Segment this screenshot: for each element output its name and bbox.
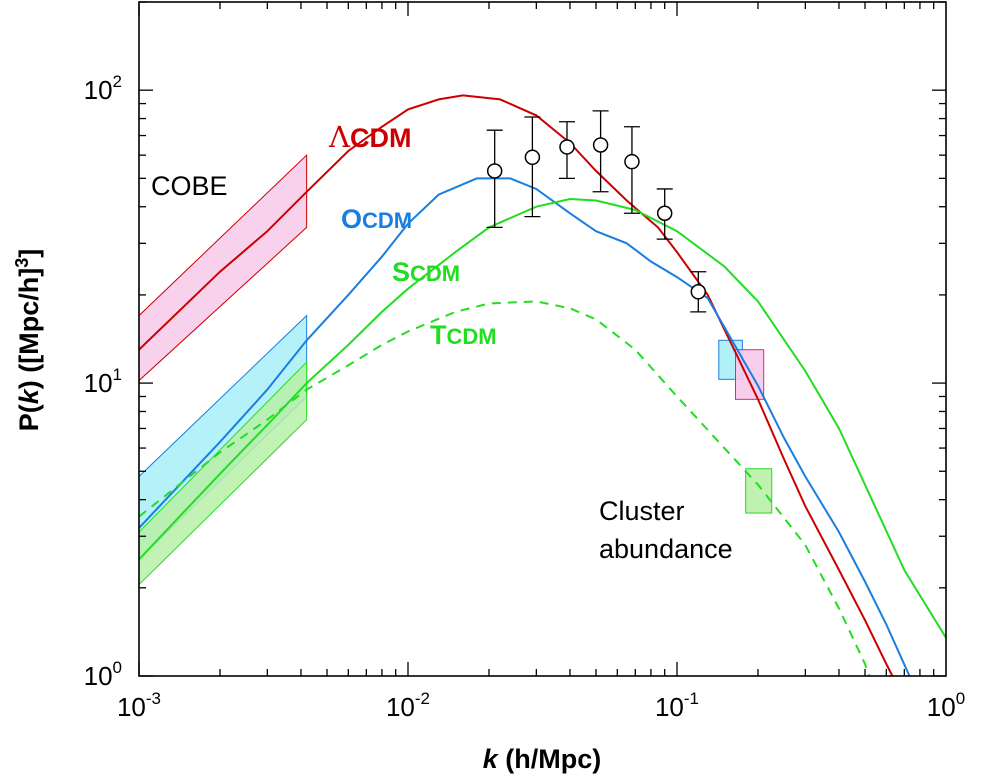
data-point-4: [624, 153, 640, 170]
data-point-6: [690, 284, 707, 300]
ocdm-suffix: CDM: [362, 208, 412, 233]
y-tick-label-base-1: 10: [84, 368, 113, 398]
y-tick-label-0: 100: [84, 658, 122, 691]
y-tick-label-2: 102: [84, 72, 122, 105]
data-point-0: [486, 163, 503, 179]
y-axis-post: ) ([Mpc/h]: [14, 268, 44, 389]
data-points-layer: [486, 110, 707, 313]
tcdm-prefix: T: [430, 320, 447, 350]
lambda-glyph: Λ: [328, 120, 351, 154]
x-tick-label-exp-3: 0: [956, 689, 965, 708]
y-tick-label-exp-1: 1: [113, 365, 122, 384]
plot-frame: [138, 1, 947, 677]
error-bar-1: [524, 116, 541, 218]
x-tick-label-exp-2: -1: [684, 689, 699, 708]
series-label-tcdm: TCDM: [430, 320, 497, 350]
series-label-ocdm: OCDM: [341, 204, 412, 234]
bands-layer: [139, 153, 308, 586]
series-line-ocdm-1: [139, 177, 911, 676]
tcdm-suffix: CDM: [447, 324, 497, 349]
x-tick-label-1: 10-2: [386, 689, 430, 722]
series-line-cdm-0: [139, 94, 894, 676]
y-axis-sup: 3: [12, 258, 32, 268]
y-axis-title: P(k) ([Mpc/h]3]: [12, 249, 44, 432]
ocdm-prefix: O: [341, 204, 362, 234]
data-point-5: [656, 205, 673, 222]
x-tick-label-base-2: 10: [655, 692, 684, 722]
x-tick-label-0: 10-3: [117, 689, 161, 722]
ticks-layer: [138, 1, 946, 677]
scdm-suffix: CDM: [410, 261, 460, 286]
series-layer: [139, 94, 946, 676]
x-axis-title: k (h/Mpc): [483, 744, 602, 774]
y-tick-label-1: 101: [84, 365, 122, 398]
y-axis-pre: P(: [14, 404, 44, 431]
x-tick-label-base-0: 10: [117, 692, 146, 722]
lcdm-suffix: CDM: [350, 123, 412, 153]
series-label-lcdm: ΛCDM: [328, 120, 411, 154]
data-point-3: [592, 137, 609, 153]
y-tick-label-base-2: 10: [84, 75, 113, 105]
x-tick-label-3: 100: [927, 689, 965, 722]
x-tick-label-base-1: 10: [386, 692, 415, 722]
cobe-band-0: [139, 153, 308, 382]
cluster-box-1: [735, 349, 765, 400]
series-line-scdm-2: [139, 197, 946, 639]
cluster-box-2: [745, 468, 773, 514]
x-tick-label-exp-1: -2: [415, 689, 430, 708]
y-axis-end: ]: [14, 249, 44, 258]
annotation-cluster-line1: Cluster: [599, 496, 685, 526]
series-line-tcdm-3: [139, 300, 871, 676]
series-label-scdm: SCDM: [392, 257, 460, 287]
annotation-cobe: COBE: [151, 171, 228, 201]
data-point-2: [559, 139, 575, 155]
x-tick-label-exp-0: -3: [146, 689, 161, 708]
cobe-band-2: [139, 360, 308, 586]
x-tick-label-base-3: 10: [927, 692, 956, 722]
y-tick-label-exp-0: 0: [113, 658, 122, 677]
y-tick-label-base-0: 10: [84, 661, 113, 691]
cluster-boxes-layer: [718, 339, 773, 514]
scdm-prefix: S: [392, 257, 410, 287]
x-tick-label-2: 10-1: [655, 689, 699, 722]
data-point-1: [524, 149, 541, 166]
x-axis-var: k: [483, 744, 500, 774]
annotation-cluster-line2: abundance: [599, 534, 733, 564]
error-bar-0: [486, 129, 503, 229]
error-bar-4: [623, 126, 640, 214]
y-axis-var: k: [14, 387, 44, 404]
y-tick-label-exp-2: 2: [113, 72, 122, 91]
x-axis-unit: (h/Mpc): [498, 744, 601, 774]
